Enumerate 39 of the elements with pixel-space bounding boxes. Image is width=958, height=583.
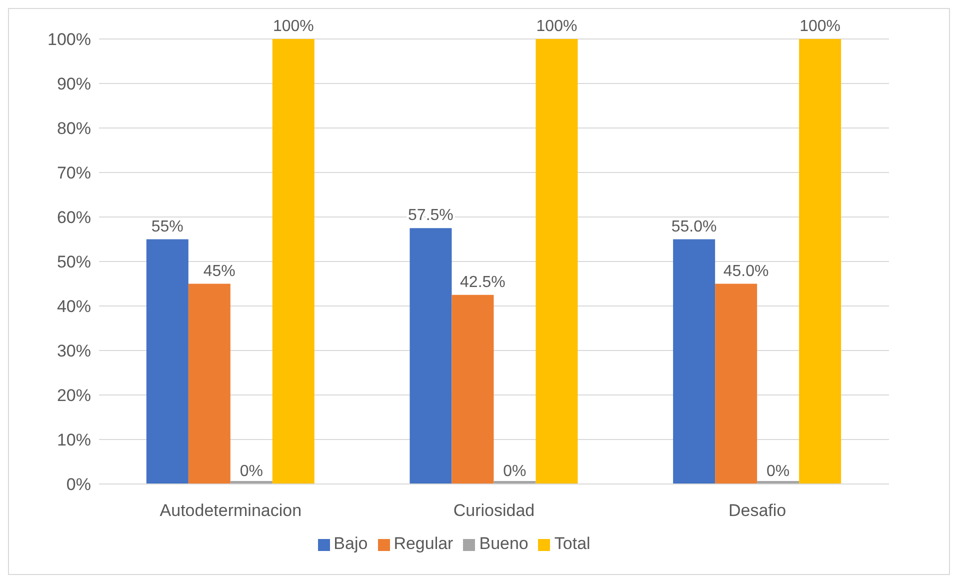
bar (188, 284, 230, 484)
y-tick-label: 20% (56, 386, 91, 406)
bar (715, 284, 758, 484)
data-label: 57.5% (408, 207, 454, 224)
y-tick-label: 0% (66, 475, 91, 494)
bar (272, 39, 314, 484)
data-label: 45.0% (723, 262, 769, 280)
data-label: 42.5% (460, 274, 506, 291)
y-tick-label: 80% (56, 119, 91, 138)
x-tick-label: Autodeterminacion (160, 501, 302, 520)
data-label: 0% (766, 463, 790, 480)
data-label: 0% (240, 463, 263, 480)
y-tick-label: 40% (56, 297, 91, 316)
x-tick-label: Curiosidad (453, 501, 535, 520)
bar (673, 239, 716, 484)
y-tick-label: 100% (48, 30, 91, 50)
y-tick-label: 60% (56, 208, 91, 228)
legend-label: Bueno (479, 534, 528, 553)
data-label: 100% (536, 18, 578, 35)
y-tick-label: 50% (56, 252, 91, 272)
y-tick-label: 90% (56, 74, 91, 94)
data-label: 55.0% (671, 218, 717, 236)
legend-label: Total (554, 534, 590, 553)
bar (410, 228, 452, 484)
legend-label: Bajo (334, 534, 368, 553)
bar (146, 239, 188, 484)
y-tick-label: 10% (56, 430, 91, 450)
y-tick-label: 70% (56, 164, 91, 183)
data-label: 100% (272, 18, 314, 35)
bar (799, 39, 842, 484)
data-label: 45% (203, 262, 236, 280)
legend-label: Regular (394, 534, 454, 553)
bar (536, 39, 578, 484)
data-label: 100% (800, 18, 841, 35)
data-label: 0% (503, 463, 526, 480)
bar (452, 294, 494, 484)
data-label: 55% (151, 218, 184, 236)
y-tick-label: 30% (56, 342, 91, 361)
x-tick-label: Desafio (728, 501, 786, 520)
